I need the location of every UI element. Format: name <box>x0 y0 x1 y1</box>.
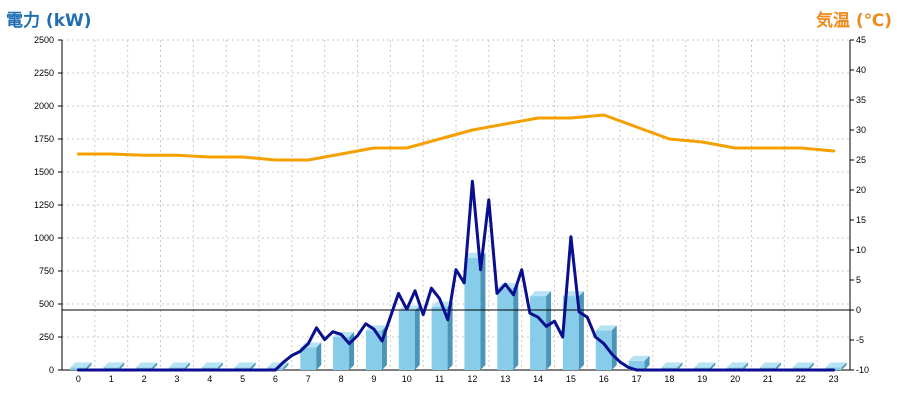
left-tick-label: 750 <box>39 266 54 276</box>
x-tick-label: 5 <box>240 374 245 384</box>
left-tick-label: 1750 <box>34 134 54 144</box>
left-tick-label: 250 <box>39 332 54 342</box>
x-tick-label: 16 <box>599 374 609 384</box>
x-tick-label: 6 <box>273 374 278 384</box>
right-tick-label: 20 <box>856 185 866 195</box>
x-tick-label: 14 <box>533 374 543 384</box>
x-tick-label: 12 <box>467 374 477 384</box>
x-tick-label: 22 <box>796 374 806 384</box>
x-tick-label: 18 <box>664 374 674 384</box>
x-tick-label: 9 <box>371 374 376 384</box>
left-tick-label: 1000 <box>34 233 54 243</box>
x-tick-label: 10 <box>402 374 412 384</box>
x-tick-label: 13 <box>500 374 510 384</box>
x-tick-label: 11 <box>435 374 444 384</box>
power-bar <box>398 305 420 370</box>
right-tick-label: 25 <box>856 155 866 165</box>
right-tick-label: 45 <box>856 35 866 45</box>
left-tick-label: 500 <box>39 299 54 309</box>
right-tick-label: 5 <box>856 275 861 285</box>
power-bar <box>628 355 650 370</box>
left-tick-label: 2250 <box>34 68 54 78</box>
power-bar <box>530 291 552 370</box>
x-tick-label: 21 <box>763 374 773 384</box>
right-tick-label: -10 <box>856 365 869 375</box>
x-tick-label: 2 <box>142 374 147 384</box>
right-axis-title: 気温 (℃) <box>815 11 892 31</box>
x-tick-label: 17 <box>632 374 642 384</box>
right-tick-label: 15 <box>856 215 866 225</box>
temperature-line <box>76 113 836 162</box>
right-tick-label: 30 <box>856 125 866 135</box>
power-line <box>76 179 836 372</box>
left-tick-label: 2500 <box>34 35 54 45</box>
x-tick-label: 3 <box>174 374 179 384</box>
x-tick-label: 19 <box>697 374 707 384</box>
right-tick-label: 0 <box>856 305 861 315</box>
power-bar <box>300 342 322 370</box>
x-tick-label: 0 <box>76 374 81 384</box>
x-tick-label: 1 <box>109 374 114 384</box>
left-tick-label: 1250 <box>34 200 54 210</box>
left-tick-label: 2000 <box>34 101 54 111</box>
x-tick-label: 8 <box>339 374 344 384</box>
right-tick-label: -5 <box>856 335 864 345</box>
power-bar <box>464 252 486 370</box>
right-tick-label: 40 <box>856 65 866 75</box>
x-tick-label: 4 <box>207 374 212 384</box>
left-tick-label: 0 <box>49 365 54 375</box>
x-tick-label: 7 <box>306 374 311 384</box>
x-tick-label: 15 <box>566 374 576 384</box>
power-bar <box>497 283 519 370</box>
left-tick-label: 1500 <box>34 167 54 177</box>
x-tick-label: 20 <box>730 374 740 384</box>
right-tick-label: 35 <box>856 95 866 105</box>
power-bar <box>431 301 453 370</box>
right-tick-label: 10 <box>856 245 866 255</box>
left-axis-title: 電力 (kW) <box>6 11 92 31</box>
x-tick-label: 23 <box>829 374 839 384</box>
